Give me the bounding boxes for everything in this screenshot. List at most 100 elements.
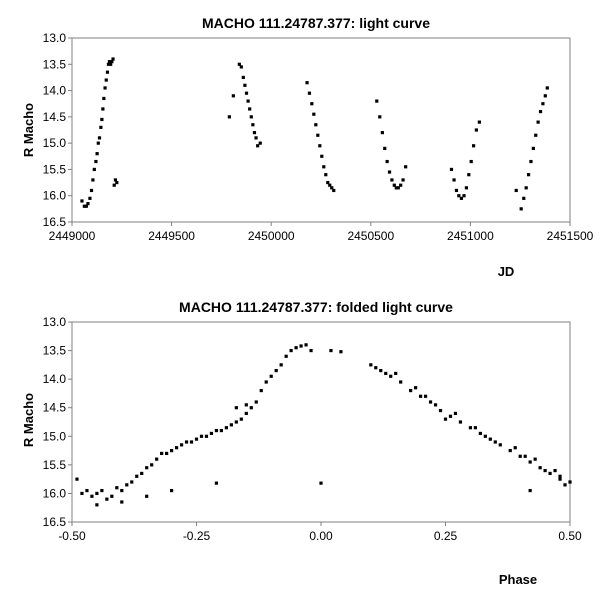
chart-title: MACHO 111.24787.377: folded light curve bbox=[179, 299, 453, 315]
data-point bbox=[95, 503, 99, 507]
data-point bbox=[483, 434, 487, 438]
data-point bbox=[443, 417, 448, 421]
data-point bbox=[145, 466, 149, 470]
data-point bbox=[284, 354, 288, 358]
data-point bbox=[244, 91, 249, 95]
data-point bbox=[514, 188, 518, 193]
data-point bbox=[165, 451, 169, 456]
data-point bbox=[115, 486, 119, 490]
data-point bbox=[80, 491, 84, 496]
y-tick-label: 15.0 bbox=[43, 429, 67, 443]
data-point bbox=[224, 426, 228, 430]
y-tick-label: 14.5 bbox=[43, 110, 67, 124]
data-point bbox=[528, 460, 532, 464]
data-point bbox=[75, 477, 79, 481]
data-point bbox=[324, 173, 328, 177]
data-point bbox=[428, 400, 433, 404]
data-point bbox=[513, 446, 517, 450]
y-tick-label: 16.0 bbox=[43, 189, 67, 203]
data-point bbox=[563, 483, 567, 487]
data-point bbox=[95, 152, 99, 156]
data-point bbox=[135, 474, 139, 478]
data-point bbox=[478, 431, 482, 436]
data-point bbox=[384, 371, 388, 376]
data-point bbox=[120, 488, 124, 493]
data-point bbox=[392, 183, 396, 187]
data-point bbox=[374, 366, 378, 370]
data-point bbox=[464, 186, 469, 190]
data-point bbox=[227, 115, 231, 119]
data-point bbox=[239, 65, 243, 69]
data-point bbox=[254, 400, 258, 404]
data-point bbox=[179, 443, 184, 447]
chart-title: MACHO 111.24787.377: light curve bbox=[202, 15, 430, 31]
data-point bbox=[493, 440, 497, 444]
y-tick-label: 15.5 bbox=[43, 458, 67, 472]
data-point bbox=[170, 448, 174, 453]
data-point bbox=[329, 348, 333, 353]
data-point bbox=[80, 199, 84, 203]
data-point bbox=[524, 186, 528, 190]
data-point bbox=[299, 344, 303, 348]
data-point bbox=[326, 180, 330, 185]
data-point bbox=[526, 173, 531, 177]
data-point bbox=[448, 414, 453, 418]
data-point bbox=[468, 426, 472, 430]
data-point bbox=[258, 141, 262, 145]
x-tick-label: 2450500 bbox=[347, 229, 394, 243]
data-point bbox=[160, 451, 164, 456]
data-point bbox=[518, 454, 522, 458]
data-point bbox=[488, 437, 492, 441]
data-point bbox=[189, 440, 194, 444]
data-point bbox=[97, 136, 102, 140]
data-point bbox=[174, 446, 179, 450]
data-point bbox=[125, 483, 129, 487]
data-point bbox=[568, 480, 572, 484]
data-point bbox=[95, 491, 99, 496]
x-axis-label: Phase bbox=[499, 572, 537, 587]
data-point bbox=[96, 141, 100, 145]
data-point bbox=[543, 468, 547, 473]
data-point bbox=[99, 125, 103, 129]
data-point bbox=[312, 112, 316, 116]
data-point bbox=[243, 83, 247, 87]
data-point bbox=[113, 178, 118, 182]
x-tick-label: 2451000 bbox=[447, 229, 494, 243]
data-point bbox=[115, 180, 119, 185]
data-point bbox=[320, 154, 324, 158]
data-point bbox=[533, 457, 537, 461]
data-point bbox=[332, 188, 336, 193]
data-point bbox=[130, 480, 134, 484]
data-point bbox=[110, 494, 114, 498]
data-point bbox=[244, 403, 248, 407]
data-point bbox=[414, 386, 418, 390]
data-point bbox=[244, 411, 248, 416]
data-point bbox=[246, 99, 250, 103]
tick-layer: 13.0 13.5 14.0 14.5 15.0 15.5 16.0 16.5-0.50 -0.… bbox=[43, 315, 582, 543]
data-point bbox=[378, 115, 382, 119]
x-tick-label: 2449500 bbox=[148, 229, 195, 243]
data-point bbox=[399, 380, 403, 384]
data-point bbox=[105, 70, 110, 74]
data-point bbox=[214, 481, 219, 485]
data-point bbox=[319, 481, 323, 485]
data-point bbox=[105, 497, 109, 501]
x-tick-label: -0.25 bbox=[183, 529, 211, 543]
data-point bbox=[111, 57, 115, 61]
data-point bbox=[458, 420, 463, 424]
plot-area bbox=[71, 37, 571, 223]
data-point bbox=[241, 75, 245, 80]
data-point bbox=[462, 194, 466, 198]
data-point bbox=[522, 196, 526, 200]
data-point bbox=[409, 388, 413, 393]
y-tick-label: 14.0 bbox=[43, 372, 67, 386]
data-point bbox=[110, 60, 114, 64]
data-point bbox=[467, 173, 471, 177]
data-point bbox=[92, 167, 96, 172]
data-point bbox=[452, 178, 456, 182]
data-point bbox=[454, 188, 459, 193]
data-point bbox=[309, 348, 313, 353]
data-point bbox=[477, 120, 481, 124]
